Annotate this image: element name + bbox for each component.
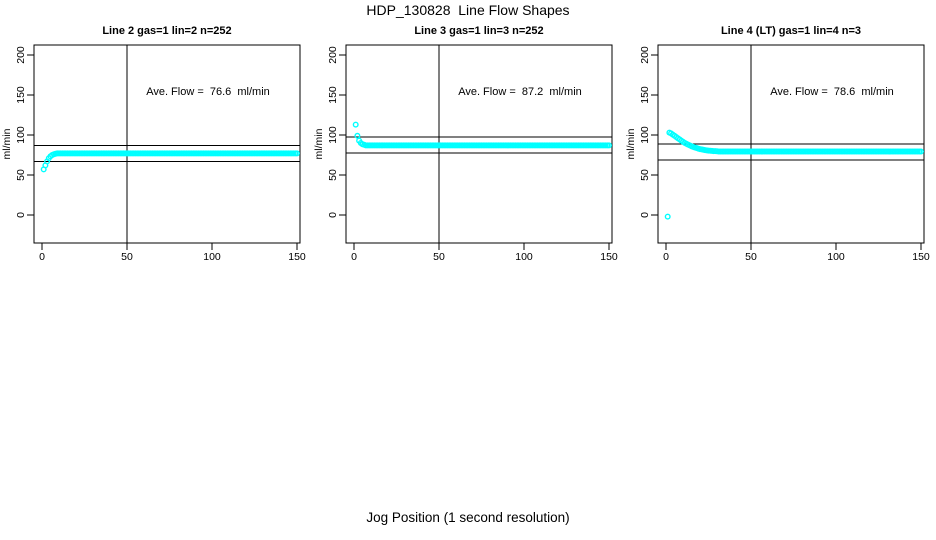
x-tick-label: 100 <box>515 251 533 263</box>
y-tick-label: 100 <box>639 126 651 144</box>
panel-linework <box>651 44 925 250</box>
ave-flow-annotation: Ave. Flow = 87.2 ml/min <box>458 86 582 98</box>
y-tick-label: 0 <box>327 212 339 218</box>
panel-text: Line 4 (LT) gas=1 lin=4 n=3 Ave. Flow = 7… <box>625 25 930 263</box>
data-point <box>294 150 301 157</box>
panels-row: Line 2 gas=1 lin=2 n=252 Ave. Flow = 76.6… <box>1 25 930 263</box>
main-title: HDP_130828 Line Flow Shapes <box>366 2 570 18</box>
y-tick-label: 50 <box>639 169 651 181</box>
data-point <box>918 148 925 155</box>
x-tick-label: 150 <box>288 251 306 263</box>
x-tick-label: 150 <box>600 251 618 263</box>
x-tick-label: 150 <box>912 251 930 263</box>
y-tick-label: 200 <box>639 46 651 64</box>
flow-panel-line3: Line 3 gas=1 lin=3 n=252 Ave. Flow = 87.2… <box>313 25 618 263</box>
panel-title: Line 3 gas=1 lin=3 n=252 <box>414 25 543 37</box>
data-point <box>354 132 361 139</box>
x-tick-label: 50 <box>433 251 445 263</box>
plot-box <box>345 44 613 244</box>
data-point <box>352 121 359 128</box>
y-axis-title: ml/min <box>313 128 325 159</box>
y-axis-title: ml/min <box>625 128 637 159</box>
plot-box <box>33 44 301 244</box>
ave-flow-annotation: Ave. Flow = 76.6 ml/min <box>146 86 270 98</box>
panel-title: Line 4 (LT) gas=1 lin=4 n=3 <box>721 25 861 37</box>
y-tick-label: 200 <box>327 46 339 64</box>
panel-text: Line 3 gas=1 lin=3 n=252 Ave. Flow = 87.2… <box>313 25 618 263</box>
x-tick-label: 0 <box>351 251 357 263</box>
y-tick-label: 150 <box>15 86 27 104</box>
data-point <box>606 142 613 149</box>
y-tick-label: 150 <box>639 86 651 104</box>
data-points <box>664 129 925 220</box>
panel-title: Line 2 gas=1 lin=2 n=252 <box>102 25 231 37</box>
x-tick-label: 0 <box>39 251 45 263</box>
data-points <box>40 150 301 173</box>
y-axis-title: ml/min <box>1 128 13 159</box>
x-tick-label: 100 <box>827 251 845 263</box>
y-tick-label: 50 <box>327 169 339 181</box>
y-tick-label: 0 <box>639 212 651 218</box>
y-tick-label: 100 <box>327 126 339 144</box>
data-points <box>352 121 613 149</box>
panel-text: Line 2 gas=1 lin=2 n=252 Ave. Flow = 76.6… <box>1 25 306 263</box>
x-tick-label: 100 <box>203 251 221 263</box>
data-point <box>664 213 671 220</box>
y-tick-label: 0 <box>15 212 27 218</box>
flow-panel-line4: Line 4 (LT) gas=1 lin=4 n=3 Ave. Flow = 7… <box>625 25 930 263</box>
y-tick-label: 150 <box>327 86 339 104</box>
panel-linework <box>27 44 301 250</box>
x-axis-title: Jog Position (1 second resolution) <box>366 510 570 525</box>
flow-panel-line2: Line 2 gas=1 lin=2 n=252 Ave. Flow = 76.6… <box>1 25 306 263</box>
x-tick-label: 0 <box>663 251 669 263</box>
y-tick-label: 50 <box>15 169 27 181</box>
ave-flow-annotation: Ave. Flow = 78.6 ml/min <box>770 86 894 98</box>
x-tick-label: 50 <box>121 251 133 263</box>
y-tick-label: 100 <box>15 126 27 144</box>
y-tick-label: 200 <box>15 46 27 64</box>
x-tick-label: 50 <box>745 251 757 263</box>
